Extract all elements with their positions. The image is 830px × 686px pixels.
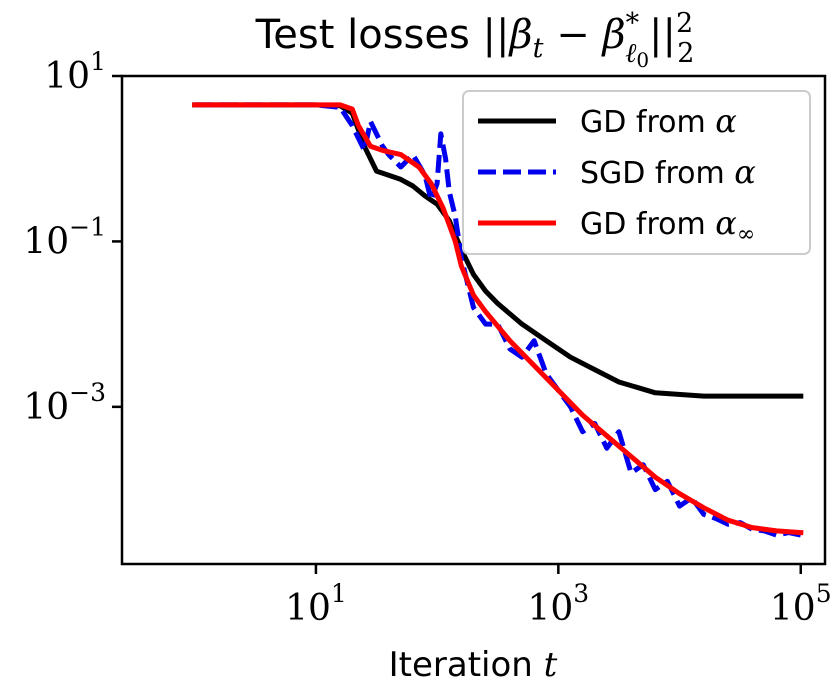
y-tick-label-2: 10−1 <box>23 212 106 262</box>
y-tick-label-3: 10−3 <box>23 378 106 428</box>
legend-label-3: GD from α∞ <box>580 204 755 247</box>
title-bars-open: || <box>483 12 510 58</box>
y-tick-label-1: 101 <box>44 47 106 97</box>
series-line-3 <box>192 102 804 536</box>
title-beta: β <box>508 12 533 58</box>
legend: GD from α SGD from α GD from α∞ <box>462 90 811 255</box>
x-tick-label-3: 105 <box>770 579 830 629</box>
title-bars-close: || <box>649 12 676 58</box>
plot-frame <box>120 74 827 566</box>
title-sub-l: ℓ <box>625 38 637 69</box>
title-sub-2: 2 <box>677 38 694 69</box>
x-axis-label-var: t <box>544 645 558 685</box>
title-sub-t: t <box>533 33 544 64</box>
title-sup-star: * <box>626 8 640 39</box>
x-axis-label-text: Iteration <box>389 645 544 685</box>
series-layer <box>192 102 804 538</box>
x-axis-label: Iteration t <box>389 645 558 685</box>
legend-label-1: GD from α <box>580 102 737 140</box>
plot-area <box>120 74 827 566</box>
x-tick-label-1: 101 <box>285 579 347 629</box>
title-beta-star: β <box>600 12 625 58</box>
series-line-2 <box>194 102 802 538</box>
title-prefix: Test losses <box>255 12 483 58</box>
x-axis: 101 103 105 <box>285 564 830 629</box>
x-tick-label-2: 103 <box>527 579 589 629</box>
chart-title: Test losses ||βt − β* ℓ0||2 2 <box>255 8 695 72</box>
title-sup-2: 2 <box>676 8 693 39</box>
legend-box <box>462 90 811 255</box>
title-sub-0: 0 <box>636 48 649 72</box>
legend-label-2: SGD from α <box>580 153 756 191</box>
title-minus: − <box>543 12 602 58</box>
y-axis: 101 10−1 10−3 <box>23 47 122 428</box>
